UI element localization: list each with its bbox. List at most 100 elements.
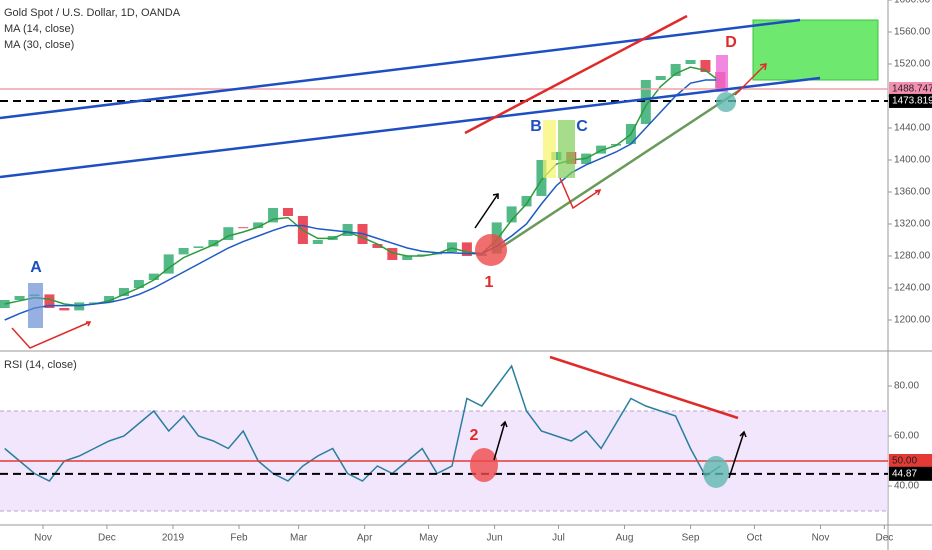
channel-top: [0, 18, 801, 120]
x-tick-label: May: [419, 533, 438, 544]
label-a: A: [30, 259, 42, 276]
rsi-divergence: [549, 355, 739, 420]
level-label: 50.00: [892, 456, 917, 467]
zone-a: [28, 283, 43, 328]
candle: [700, 60, 711, 72]
drawings: [0, 14, 879, 488]
x-tick-label: Jun: [487, 533, 503, 544]
x-tick-label: Dec: [98, 533, 116, 544]
candle: [372, 244, 383, 248]
candle: [282, 208, 293, 216]
candle: [536, 160, 547, 196]
candle: [312, 240, 323, 244]
candle: [670, 64, 681, 76]
y-tick-label: 1200.00: [894, 315, 931, 326]
label-2: 2: [470, 427, 479, 444]
arrow-rsi-2-head: [739, 430, 747, 438]
candle: [506, 206, 517, 223]
y-tick-label: 60.00: [894, 431, 919, 442]
x-tick-label: Oct: [747, 533, 763, 544]
legend-ma30: MA (30, close): [4, 39, 74, 51]
level-label: 1473.819: [892, 96, 932, 107]
y-tick-label: 1520.00: [894, 59, 931, 70]
arrow-a: [11, 321, 91, 349]
candle: [253, 222, 264, 228]
label-d: D: [725, 34, 737, 51]
candle: [342, 224, 353, 236]
arrow-target: [734, 63, 767, 96]
x-tick-label: Nov: [812, 533, 830, 544]
x-tick-label: Feb: [230, 533, 248, 544]
candle: [118, 288, 129, 296]
series-line: [4, 364, 721, 482]
arrow-rsi-1-head: [500, 420, 508, 428]
candle: [640, 80, 651, 124]
candle: [193, 246, 204, 248]
level-box: [889, 82, 932, 97]
zone-c: [558, 120, 575, 178]
target-box: [752, 19, 879, 81]
candle: [74, 302, 85, 311]
candle: [417, 254, 428, 256]
rsi-title: RSI (14, close): [4, 359, 77, 371]
candle: [148, 273, 159, 280]
arrow-rsi-1: [493, 421, 506, 461]
candle: [133, 280, 144, 288]
arrow-target-head: [759, 63, 767, 71]
series-line: [4, 66, 721, 307]
candle: [402, 256, 413, 260]
candle: [163, 254, 174, 274]
x-tick-label: Aug: [616, 533, 634, 544]
candle: [89, 302, 100, 304]
y-tick-label: 40.00: [894, 481, 919, 492]
candle: [238, 227, 249, 229]
level-label: 1488.747: [892, 84, 932, 95]
trend-red: [464, 14, 688, 135]
y-tick-label: 1560.00: [894, 27, 931, 38]
x-tick-label: Sep: [682, 533, 700, 544]
level-box: [889, 454, 932, 468]
candle: [14, 296, 25, 300]
y-tick-label: 1320.00: [894, 219, 931, 230]
arrow-up-head: [492, 193, 499, 199]
candle: [268, 208, 279, 223]
circle-d: [716, 92, 736, 112]
x-tick-label: 2019: [162, 533, 185, 544]
trend-green: [499, 88, 741, 250]
level-box: [889, 93, 932, 108]
candle: [387, 248, 398, 260]
arrow-up: [474, 193, 499, 229]
legend-ma14: MA (14, close): [4, 23, 74, 35]
label-b: B: [530, 118, 542, 135]
y-tick-label: 1440.00: [894, 123, 931, 134]
arrow-rsi-2: [728, 431, 745, 479]
candle: [223, 227, 234, 240]
label-1: 1: [485, 274, 494, 291]
x-tick-label: Nov: [34, 533, 52, 544]
y-tick-label: 1400.00: [894, 155, 931, 166]
label-c: C: [576, 118, 588, 135]
level-label: 44.87: [892, 468, 917, 479]
level-box: [889, 466, 932, 481]
arrow-bc: [559, 177, 601, 210]
y-tick-label: 1240.00: [894, 283, 931, 294]
chart-title: Gold Spot / U.S. Dollar, 1D, OANDA: [4, 7, 181, 19]
candle: [178, 248, 189, 255]
x-tick-label: Jul: [552, 533, 565, 544]
circle-2: [470, 448, 498, 482]
rsi-pane: 40.00 60.00 80.00 Nov Dec 2019 Feb Mar Apr May Jun…: [0, 364, 932, 544]
circle-1: [475, 234, 507, 266]
zone-b: [543, 120, 556, 178]
y-tick-label: 1600.00: [894, 0, 931, 6]
arrow-a-head: [86, 321, 92, 327]
candle: [551, 152, 562, 160]
candle: [461, 242, 472, 256]
candle: [446, 242, 457, 252]
series-line: [4, 79, 721, 321]
zone-d: [716, 55, 728, 92]
candle: [596, 145, 607, 154]
candle: [59, 308, 70, 311]
arrow-bc-head: [594, 188, 602, 196]
y-tick-label: 80.00: [894, 381, 919, 392]
